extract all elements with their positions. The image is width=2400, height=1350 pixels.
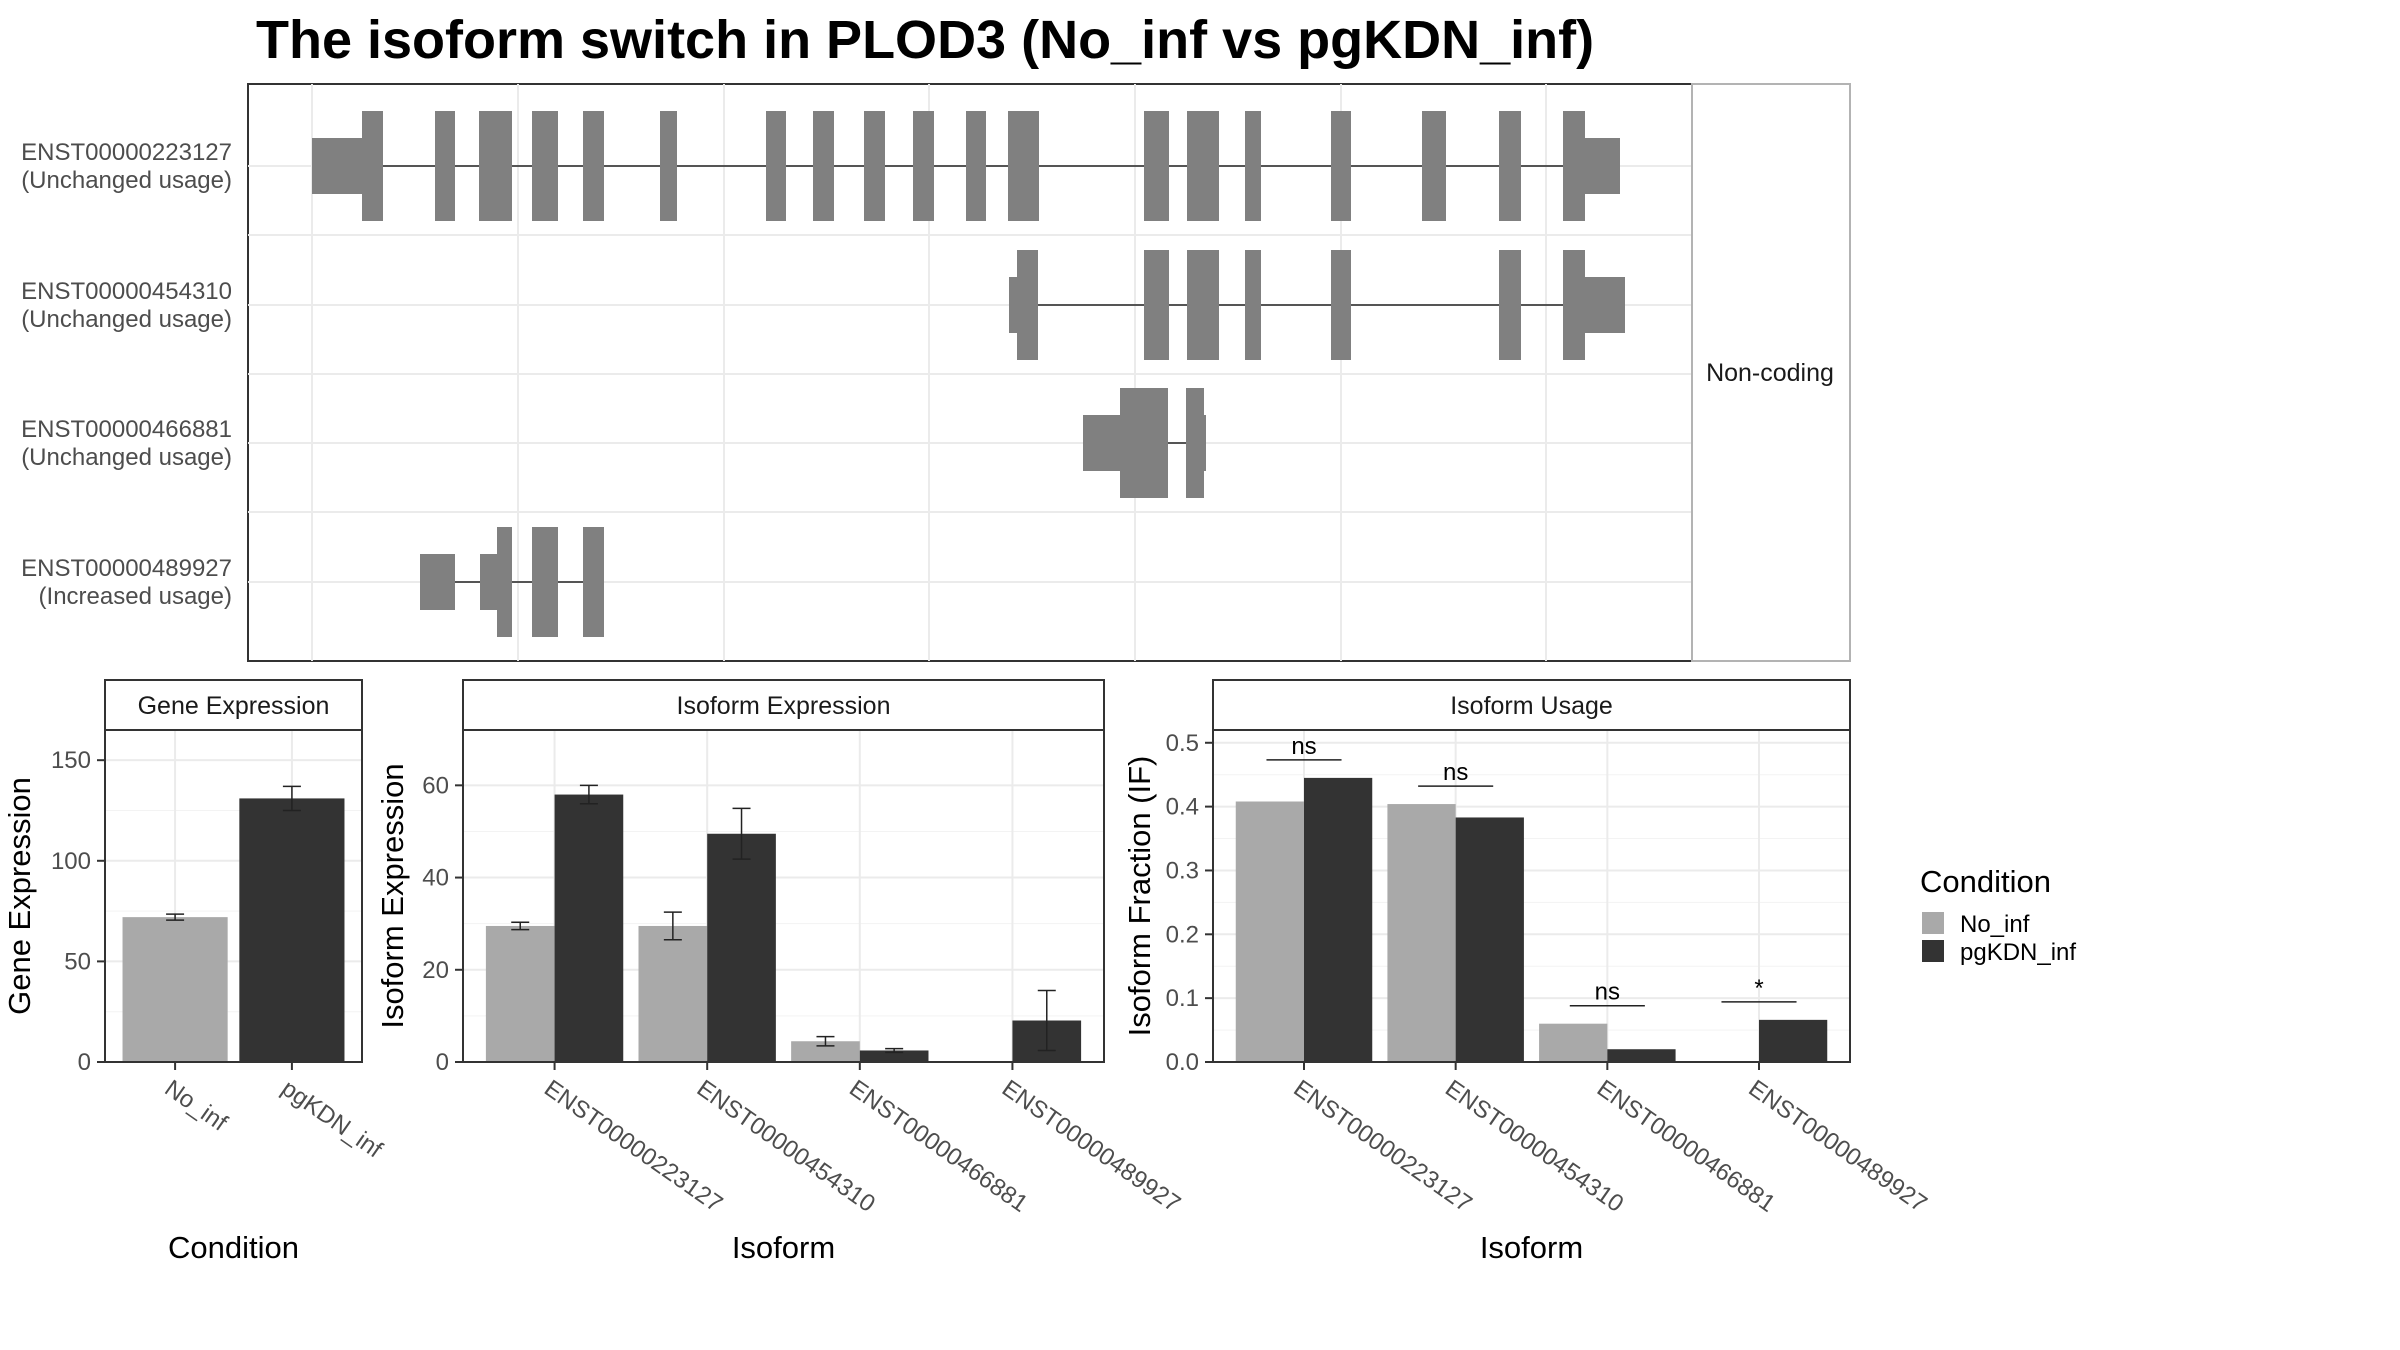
y-tick-label: 0.4 — [1166, 794, 1199, 821]
significance-label: ns — [1443, 759, 1468, 786]
y-tick-label: 0.2 — [1166, 921, 1199, 948]
isoform-track-4 — [420, 527, 604, 637]
y-tick-label: 0.3 — [1166, 857, 1199, 884]
legend: Condition No_inf pgKDN_inf — [1920, 864, 2076, 966]
panel-title: Isoform Usage — [1450, 692, 1613, 720]
x-tick-label: pgKDN_inf — [276, 1075, 387, 1164]
y-tick-label: 20 — [422, 957, 449, 984]
legend-title: Condition — [1920, 864, 2051, 899]
isoform-label-id: ENST00000223127 — [21, 139, 232, 166]
y-tick-label: 150 — [51, 747, 91, 774]
significance-label: ns — [1595, 979, 1620, 1006]
bar — [707, 833, 776, 1062]
bar — [485, 925, 555, 1062]
legend-key-pgkdn-inf — [1922, 940, 1944, 962]
panel-strip — [104, 679, 363, 731]
x-axis-title: Isoform — [732, 1230, 835, 1265]
bar — [122, 917, 228, 1062]
bar — [1455, 817, 1524, 1062]
isoform-track-2 — [1009, 250, 1625, 360]
plot-border — [462, 729, 1105, 1063]
y-axis-title: Isoform Expression — [375, 763, 410, 1028]
y-tick-label: 40 — [422, 865, 449, 892]
x-axis-title: Isoform — [1480, 1230, 1583, 1265]
y-tick-label: 60 — [422, 772, 449, 799]
x-axis-title: Condition — [168, 1230, 299, 1265]
bar-panels: Gene Expression 0 50 100 150 No_inf pgKDN_inf C… — [2, 679, 1932, 1265]
structure-strip-label: Non-coding — [1706, 359, 1834, 387]
y-tick-label: 0.5 — [1166, 730, 1199, 757]
bar-panel-2: Isoform Expression0204060ENST00000223127… — [375, 679, 1185, 1265]
y-tick-label: 0 — [436, 1049, 449, 1076]
y-axis-title: Gene Expression — [2, 777, 37, 1015]
bar — [239, 798, 345, 1062]
isoform-label-usage: (Unchanged usage) — [21, 444, 232, 471]
y-tick-label: 0 — [78, 1049, 91, 1076]
bar — [1539, 1023, 1608, 1062]
isoform-label-usage: (Unchanged usage) — [21, 167, 232, 194]
legend-key-no-inf — [1922, 912, 1944, 934]
isoform-track-3 — [1083, 388, 1206, 498]
isoform-label-usage: (Increased usage) — [39, 583, 232, 610]
isoform-labels: ENST00000223127 (Unchanged usage) ENST00… — [21, 139, 232, 610]
figure-title: The isoform switch in PLOD3 (No_inf vs p… — [256, 10, 1594, 70]
legend-label-no-inf: No_inf — [1960, 911, 2030, 938]
isoform-label-id: ENST00000466881 — [21, 416, 232, 443]
bar — [1235, 801, 1304, 1062]
panel-strip — [1212, 679, 1851, 731]
y-tick-label: 50 — [64, 948, 91, 975]
bar — [1759, 1019, 1828, 1062]
y-axis-title: Isoform Fraction (IF) — [1122, 756, 1157, 1037]
bar — [791, 1041, 860, 1062]
panel-strip — [462, 679, 1105, 731]
y-tick-label: 0.1 — [1166, 985, 1199, 1012]
plot-border — [1212, 729, 1851, 1063]
panel-title: Isoform Expression — [677, 692, 891, 720]
bar — [554, 794, 624, 1062]
x-tick-label: No_inf — [160, 1075, 233, 1137]
y-tick-label: 0.0 — [1166, 1049, 1199, 1076]
isoform-label-id: ENST00000489927 — [21, 555, 232, 582]
y-tick-label: 100 — [51, 848, 91, 875]
isoform-label-id: ENST00000454310 — [21, 278, 232, 305]
significance-label: * — [1754, 975, 1763, 1002]
bar — [1387, 804, 1456, 1062]
bar — [1304, 777, 1373, 1062]
significance-label: ns — [1291, 733, 1316, 760]
structure-panel: Non-coding ENST00000223127 (Unchanged us… — [21, 83, 1851, 662]
isoform-label-usage: (Unchanged usage) — [21, 306, 232, 333]
panel-title: Gene Expression — [138, 692, 330, 720]
isoform-track-1 — [312, 111, 1620, 221]
bar — [638, 925, 708, 1062]
bar-panel-1: Gene Expression 0 50 100 150 No_inf pgKDN_inf C… — [2, 679, 387, 1265]
bar — [859, 1050, 929, 1062]
legend-label-pgkdn-inf: pgKDN_inf — [1960, 939, 2076, 966]
bar — [1607, 1049, 1676, 1062]
structure-strip — [1691, 83, 1851, 662]
plot-border — [104, 729, 363, 1063]
